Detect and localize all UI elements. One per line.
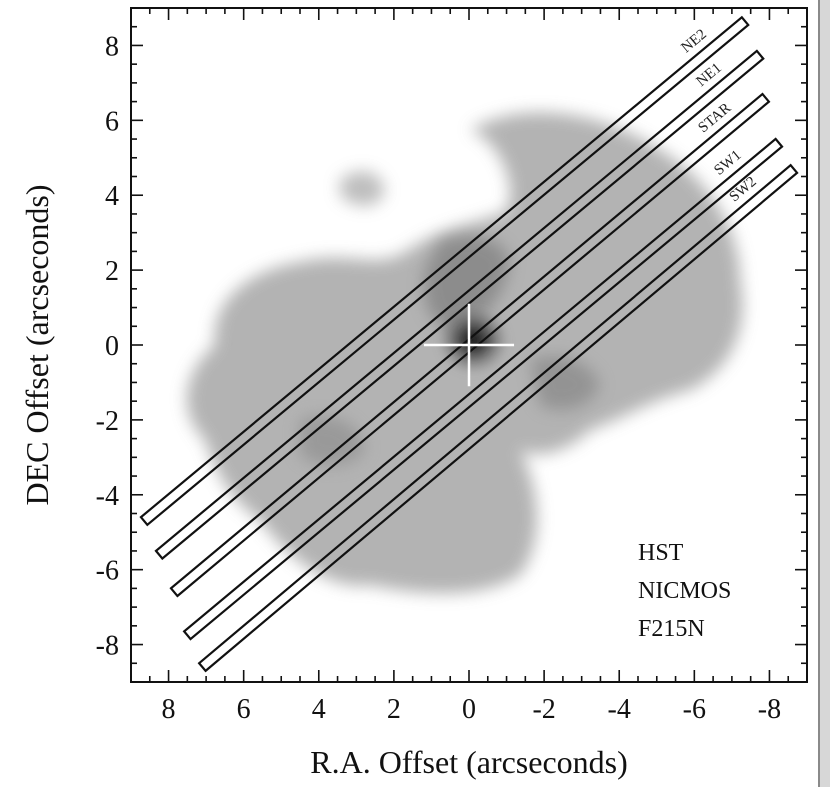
x-tick-label: -4 <box>608 694 631 725</box>
y-tick-label: 8 <box>105 31 119 62</box>
x-tick-labels: 8 6 4 2 0 -2 -4 -6 -8 <box>162 694 782 725</box>
slit-star <box>169 92 771 598</box>
y-tick-label: -8 <box>96 631 119 662</box>
y-tick-label: -6 <box>96 556 119 587</box>
x-tick-label: 0 <box>462 694 476 725</box>
x-tick-label: 2 <box>387 694 401 725</box>
y-tick-label: 0 <box>105 331 119 362</box>
y-tick-label: 4 <box>105 181 119 212</box>
star-marker <box>423 303 515 387</box>
y-tick-label: 6 <box>105 106 119 137</box>
slit-ne1 <box>154 49 765 561</box>
slit-label: NE1 <box>694 60 725 90</box>
axis-ticks <box>130 7 808 683</box>
x-tick-label: -6 <box>683 694 706 725</box>
y-tick-labels: 8 6 4 2 0 -2 -4 -6 -8 <box>96 31 119 661</box>
x-tick-label: 8 <box>162 694 176 725</box>
slit-label: NE2 <box>678 26 709 56</box>
nebula-image <box>186 112 743 594</box>
annotation-line-2: NICMOS <box>638 578 731 604</box>
x-tick-label: 6 <box>237 694 251 725</box>
x-axis-title: R.A. Offset (arcseconds) <box>310 744 628 780</box>
x-tick-label: -2 <box>532 694 555 725</box>
slit-label: STAR <box>695 100 734 136</box>
y-tick-label: -4 <box>96 481 119 512</box>
x-tick-label: -8 <box>758 694 781 725</box>
x-tick-label: 4 <box>312 694 326 725</box>
y-tick-label: -2 <box>96 406 119 437</box>
annotation-line-3: F215N <box>638 616 705 642</box>
y-tick-label: 2 <box>105 256 119 287</box>
instrument-annotation: HST NICMOS F215N <box>638 540 731 642</box>
slit-label: SW2 <box>727 174 760 206</box>
window-edge <box>818 0 830 787</box>
slit-sw2 <box>197 163 799 673</box>
slit-ne2 <box>139 15 750 527</box>
annotation-line-1: HST <box>638 540 684 566</box>
y-axis-title: DEC Offset (arcseconds) <box>19 184 55 505</box>
slit-label: SW1 <box>711 147 744 178</box>
slit-sw1 <box>182 137 784 641</box>
